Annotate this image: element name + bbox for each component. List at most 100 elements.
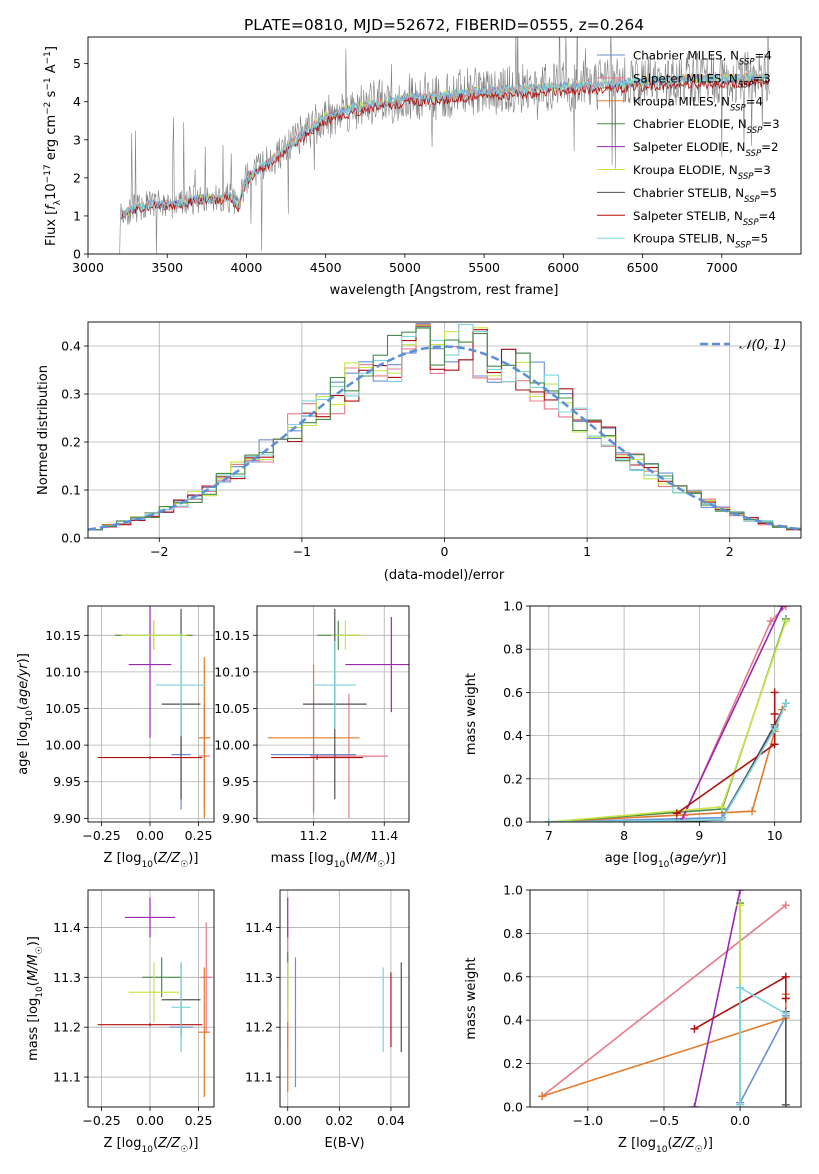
y-tick-label: 0.1 (61, 483, 81, 498)
y-tick-label: 0.8 (503, 642, 523, 657)
legend-text: Chabrier STELIB, N (633, 186, 744, 200)
spectrum-panel: 3000 3500 4000 4500 5000 5500 6000 6500 7000 0 1 2 3… (43, 36, 802, 298)
label-part: age/yr (674, 851, 717, 866)
data-point-marker (717, 802, 726, 811)
plot-area (119, 37, 770, 254)
residuals-panel: −2 −1 0 1 2 0.0 0.1 0.2 0.3 0.4 (data-model)/error… (36, 321, 802, 583)
x-tick-label: 0.00 (136, 1113, 164, 1128)
legend-entry: Chabrier ELODIE, NSSP=3 (633, 117, 780, 136)
y-tick-label: 2 (73, 170, 81, 185)
legend-entry: Salpeter STELIB, NSSP=4 (633, 209, 776, 228)
y-tick-label: 10.00 (214, 738, 250, 753)
age-vs-mass-panel: 11.2 11.4 9.90 9.95 10.00 10.05 10.10 10.15 mass… (214, 605, 410, 870)
legend-subscript: SSP (738, 80, 754, 90)
x-tick-label: 0.0 (730, 1113, 750, 1128)
x-tick-label: 11.4 (370, 828, 398, 843)
data-point-marker (770, 740, 779, 749)
label-part: λ (53, 199, 63, 205)
legend-subscript: SSP (745, 149, 761, 159)
label-part: )] (16, 653, 31, 663)
data-point-marker (778, 606, 787, 610)
axes-frame (279, 889, 410, 1108)
x-tick-label: 9 (695, 828, 703, 843)
legend-text: Chabrier MILES, N (633, 49, 739, 63)
label-part: 10 (334, 860, 346, 870)
label-part: ( (153, 1136, 158, 1151)
legend-subscript: SSP (739, 58, 755, 68)
y-tick-label: 0.4 (503, 728, 523, 743)
data-point-marker (690, 1024, 699, 1033)
data-point-marker (781, 1009, 790, 1018)
legend-tail: =3 (753, 71, 770, 85)
legend-tail: =5 (760, 186, 777, 200)
y-tick-label: 0.2 (61, 435, 81, 450)
label-part: M/M (26, 954, 41, 981)
y-tick-label: 0.2 (503, 771, 523, 786)
label-part: erg cm (44, 115, 59, 164)
data-point-marker (781, 606, 790, 610)
label-part: A (44, 64, 59, 77)
plot-area (97, 897, 213, 1098)
legend-tail: =4 (746, 94, 763, 108)
x-tick-label: −0.5 (649, 1113, 679, 1128)
legend-tail: =4 (755, 49, 772, 63)
y-tick-label: 0.3 (61, 387, 81, 402)
data-point-marker (781, 699, 790, 708)
axes-frame (529, 605, 802, 823)
data-point-marker (672, 818, 681, 822)
label-part: age [log (605, 851, 658, 866)
x-tick-label: 3500 (151, 260, 183, 275)
plot-area (267, 608, 409, 819)
legend-entry: Kroupa STELIB, NSSP=5 (633, 232, 768, 251)
label-part: )] (703, 1136, 713, 1151)
legend-entry: Chabrier MILES, NSSP=4 (633, 49, 772, 68)
label-part: Z/Z (157, 851, 181, 866)
axes-frame (87, 321, 802, 539)
data-point-marker (748, 807, 757, 816)
y-tick-label: 1.0 (503, 883, 523, 898)
y-tick-label: 10.00 (45, 738, 81, 753)
x-tick-label: 7 (545, 828, 553, 843)
label-part: )] (26, 936, 41, 946)
x-tick-label: 5000 (389, 260, 421, 275)
y-axis-label: age [log10(age/yr)] (16, 653, 35, 775)
legend-entry: Kroupa MILES, NSSP=4 (633, 94, 763, 113)
y-tick-label: 10.05 (45, 701, 81, 716)
legend-tail: =3 (753, 163, 770, 177)
legend-text: Kroupa STELIB, N (633, 232, 735, 246)
label-part: 10 (44, 183, 59, 200)
legend-text: Kroupa ELODIE, N (633, 163, 738, 177)
y-tick-label: 11.4 (53, 920, 81, 935)
legend-subscript: SSP (735, 241, 751, 251)
axes-frame (529, 889, 802, 1108)
mass-weight-line (541, 904, 787, 1097)
label-part: mass weight (464, 957, 479, 1039)
label-part: Z [log (618, 1136, 656, 1151)
y-axis-label: Normed distribution (36, 365, 51, 495)
y-tick-label: 10.15 (45, 628, 81, 643)
label-part: ☉ (695, 1145, 703, 1155)
label-part: Z/Z (672, 1136, 696, 1151)
plot-area (97, 606, 211, 819)
legend-subscript: SSP (730, 103, 746, 113)
legend-entry: Salpeter ELODIE, NSSP=2 (633, 140, 778, 159)
label-part: 10 (656, 1145, 668, 1155)
y-axis-label: mass [log10(M/M☉)] (26, 936, 45, 1061)
legend-text: Salpeter STELIB, N (633, 209, 743, 223)
data-point-marker (717, 815, 726, 822)
x-tick-label: −2 (150, 544, 168, 559)
x-tick-label: −1 (293, 544, 311, 559)
label-part: Z [log (104, 1136, 142, 1151)
label-part: ( (153, 851, 158, 866)
x-tick-label: 0.04 (377, 1113, 405, 1128)
y-tick-label: 5 (73, 56, 81, 71)
y-tick-label: 10.05 (214, 701, 250, 716)
x-tick-label: −1.0 (573, 1113, 603, 1128)
legend-entry: Chabrier STELIB, NSSP=5 (633, 186, 777, 205)
x-tick-label: −0.25 (82, 1113, 120, 1128)
x-tick-label: −0.25 (82, 828, 120, 843)
label-part: Normed distribution (36, 365, 51, 495)
legend-subscript: SSP (744, 195, 760, 205)
